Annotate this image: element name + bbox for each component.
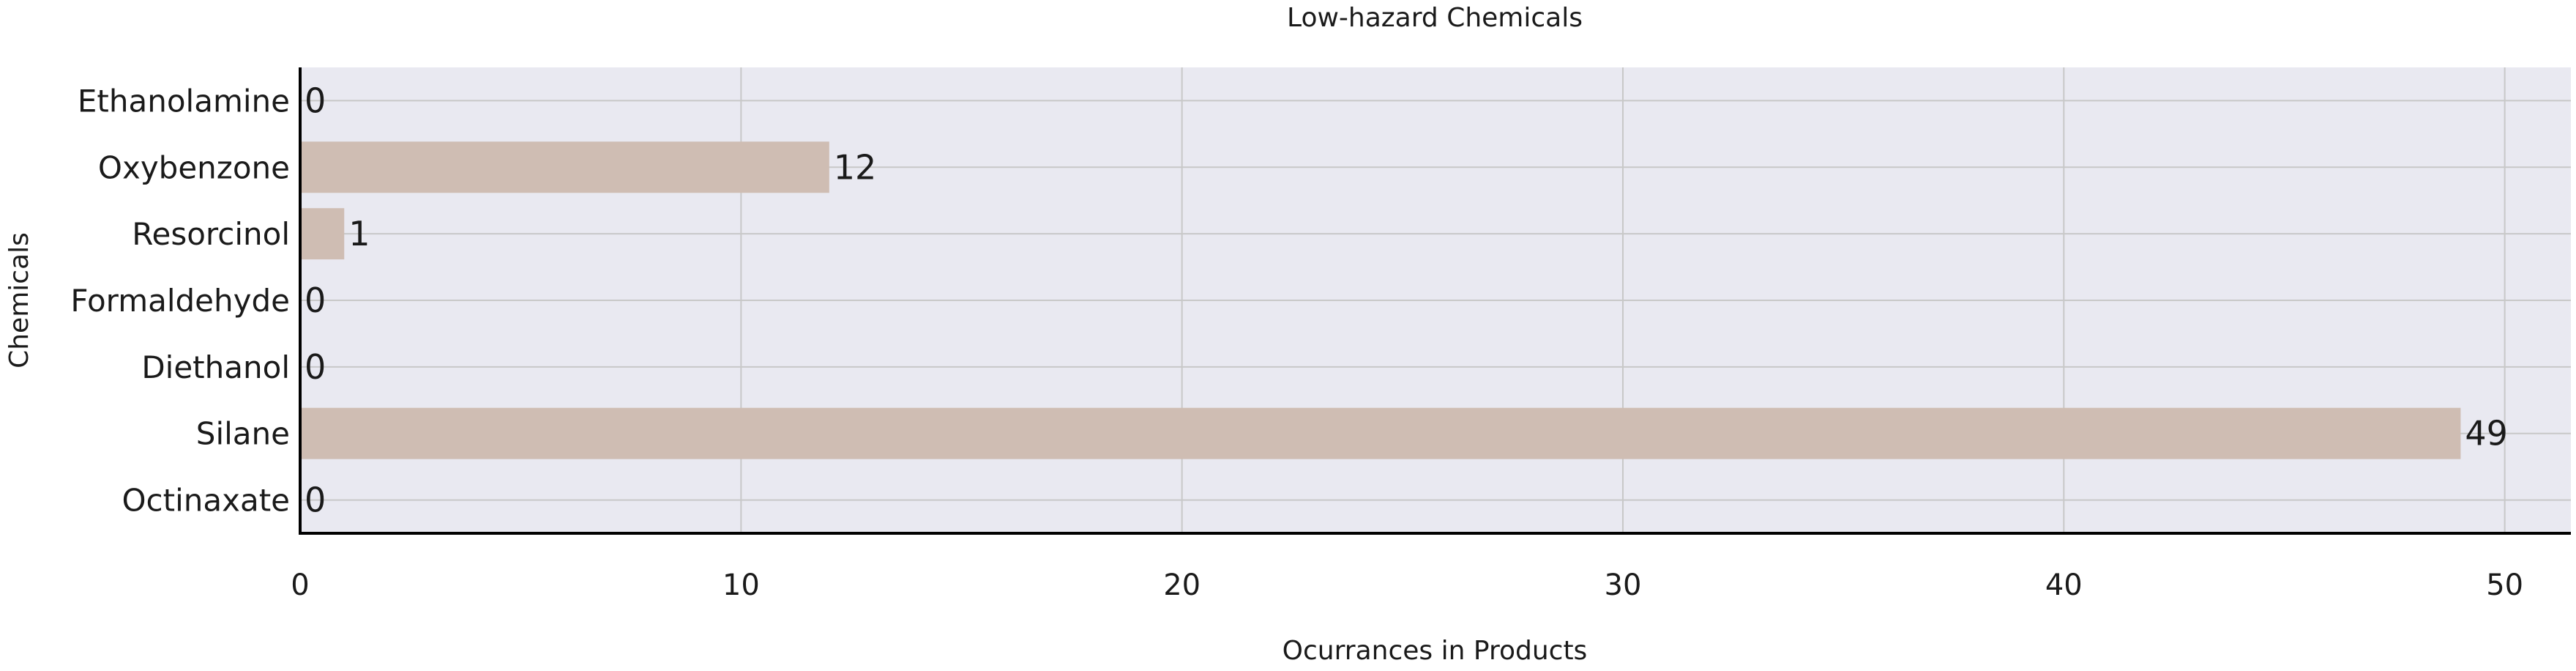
category-label: Formaldehyde: [70, 283, 290, 319]
category-label: Silane: [196, 416, 290, 452]
x-tick-label: 40: [2045, 568, 2083, 602]
bar-oxybenzone: [300, 141, 829, 193]
chart-title: Low-hazard Chemicals: [1287, 3, 1583, 33]
bar-silane: [300, 407, 2461, 459]
category-label: Resorcinol: [132, 216, 290, 252]
category-label: Oxybenzone: [98, 149, 290, 185]
data-label: 0: [305, 481, 326, 520]
x-tick-label: 30: [1605, 568, 1642, 602]
category-label: Ethanolamine: [78, 83, 290, 119]
data-label: 0: [305, 281, 326, 320]
data-label: 1: [348, 214, 370, 253]
x-axis-title: Ocurrances in Products: [1283, 636, 1588, 666]
category-label: Diethanol: [141, 349, 290, 385]
category-labels: Ethanolamine Oxybenzone Resorcinol Formalde…: [70, 83, 290, 518]
data-label: 0: [305, 81, 326, 120]
x-tick-label: 20: [1163, 568, 1201, 602]
data-label: 12: [834, 147, 877, 187]
y-axis-title: Chemicals: [4, 232, 34, 368]
data-label: 49: [2465, 414, 2508, 453]
x-tick-label: 10: [723, 568, 760, 602]
data-label: 0: [305, 347, 326, 387]
x-tick-label: 50: [2486, 568, 2523, 602]
x-tick-labels: 0 10 20 30 40 50: [291, 568, 2523, 602]
category-label: Octinaxate: [122, 483, 290, 519]
bars: [300, 141, 2461, 459]
x-tick-label: 0: [291, 568, 309, 602]
bar-resorcinol: [300, 208, 345, 260]
